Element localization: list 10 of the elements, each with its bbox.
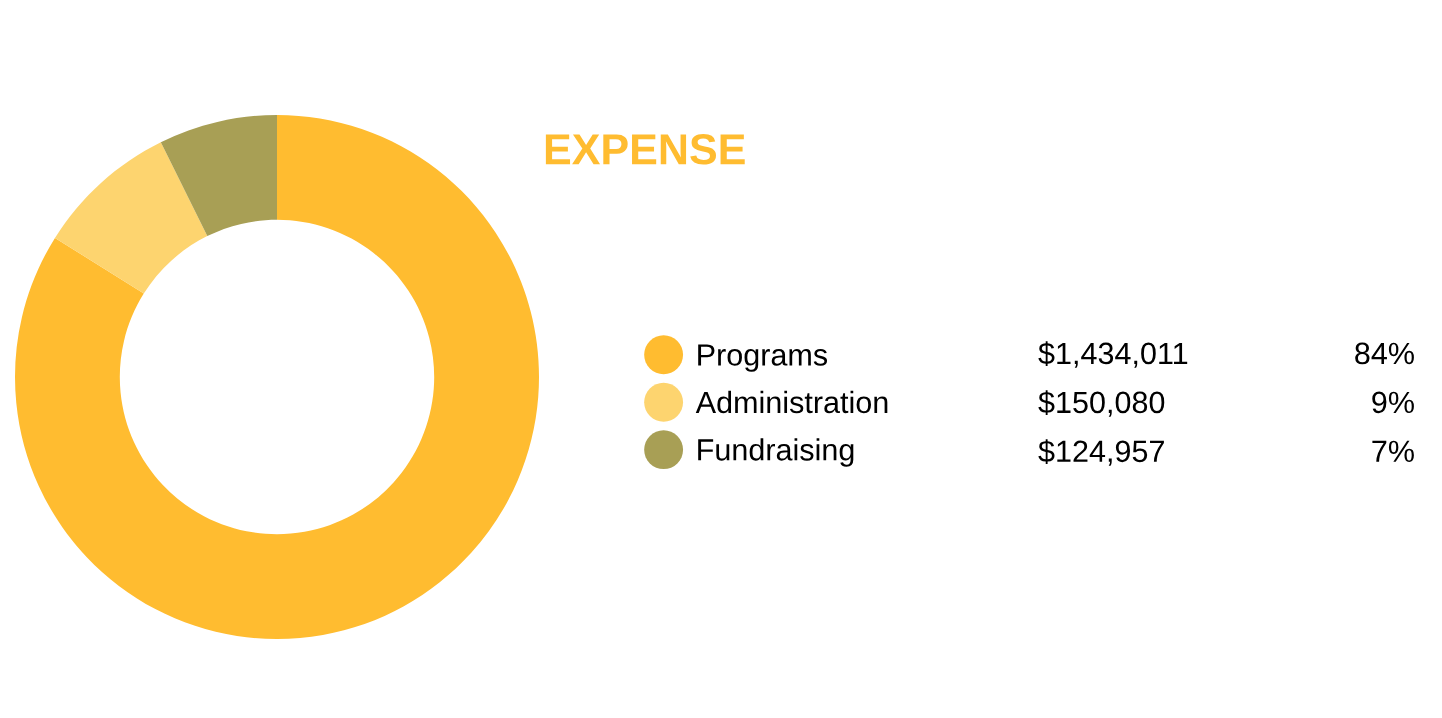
chart-title: EXPENSE: [545, 134, 745, 165]
text: 7%: [1372, 440, 1414, 463]
legend-label: Fundraising: [698, 438, 854, 467]
data-label: $150,080: [1038, 390, 1165, 417]
legend-label: Administration: [695, 390, 888, 414]
legend-label: Programs: [698, 344, 828, 372]
data-label: $1,434,011: [1038, 341, 1188, 368]
text: 9%: [1372, 391, 1414, 414]
data-label: $124,957: [1038, 439, 1164, 466]
text: 84%: [1355, 342, 1414, 365]
